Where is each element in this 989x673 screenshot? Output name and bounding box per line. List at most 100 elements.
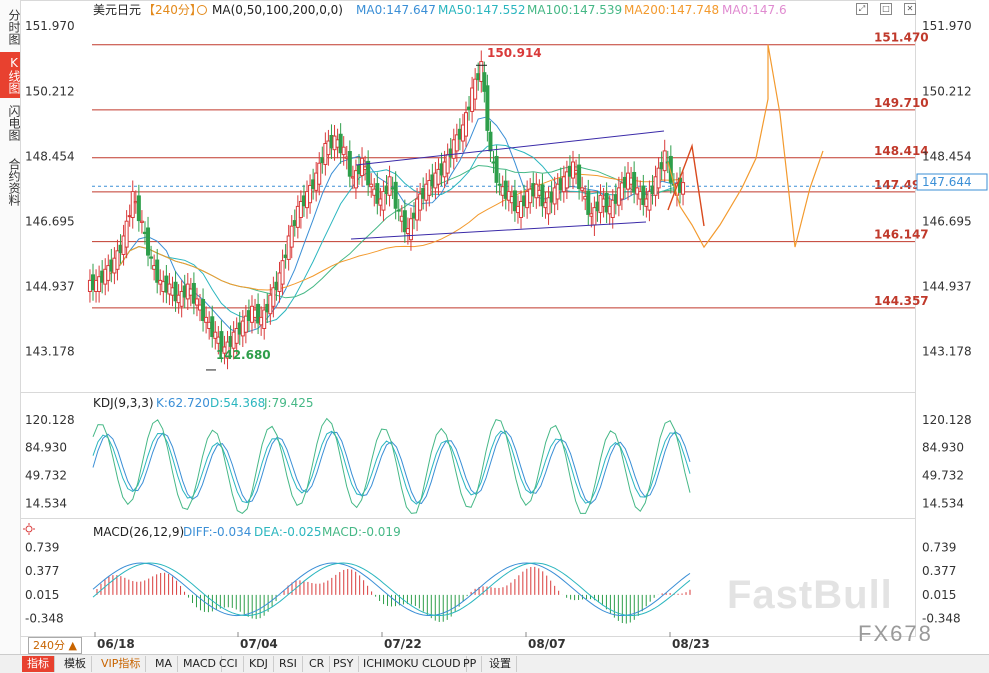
level-label: 151.470	[874, 31, 929, 45]
indicator-tab-1[interactable]: 模板	[59, 656, 92, 672]
indicator-tab-2[interactable]: VIP指标	[96, 656, 147, 672]
candle-body	[601, 198, 606, 207]
candle-body	[323, 143, 328, 165]
macd-dea-value: DEA:-0.025	[254, 525, 322, 539]
indicator-tab-4[interactable]: MACD	[178, 656, 222, 672]
candle-body	[259, 316, 264, 326]
indicator-tab-11[interactable]: PP	[458, 656, 483, 672]
candle-body	[494, 155, 499, 183]
candle-body	[176, 294, 181, 304]
candle-body	[350, 176, 355, 179]
close-icon[interactable]: ✕	[904, 3, 916, 15]
candle-body	[564, 171, 569, 189]
macd-axis-tick: -0.348	[922, 612, 961, 626]
trend-channel-lower[interactable]	[350, 221, 647, 240]
candle-body	[311, 179, 316, 190]
candle-body	[500, 186, 505, 196]
candle-body	[439, 163, 444, 176]
candle-body	[201, 299, 206, 321]
candle-body	[592, 207, 597, 226]
indicator-tab-0[interactable]: 指标	[22, 656, 55, 672]
candle-body	[509, 196, 514, 204]
candle-body	[332, 135, 337, 151]
projection-zigzag	[667, 143, 705, 227]
low-price-label: 142.680	[216, 348, 271, 362]
candle-body	[390, 187, 395, 190]
candle-body	[436, 168, 441, 185]
crosshair-icon[interactable]	[23, 523, 35, 535]
price-chart[interactable]: 151.470 149.710 148.414 147.491 146.147 144.3…	[0, 0, 989, 656]
candle-body	[109, 259, 114, 272]
candle-body	[659, 162, 664, 170]
candle-body	[430, 174, 435, 187]
candle-body	[622, 176, 627, 188]
candle-body	[476, 73, 481, 81]
macd-histogram-value: MACD:-0.019	[322, 525, 401, 539]
candle-body	[448, 148, 453, 157]
left-tab-1[interactable]: K线图	[0, 52, 21, 98]
candle-body	[338, 133, 343, 154]
indicator-tab-8[interactable]: CR	[304, 656, 331, 672]
level-label: 149.710	[874, 96, 929, 110]
price-axis-tick-left: 151.970	[25, 19, 75, 33]
high-price-label: 150.914	[487, 46, 542, 60]
left-tab-3[interactable]: 合约资料	[7, 158, 21, 206]
period-selector[interactable]: 240分 ▲	[28, 637, 82, 654]
indicator-tab-10[interactable]: ICHIMOKU CLOUD	[358, 656, 467, 672]
candle-body	[152, 265, 157, 270]
settings-circle-icon[interactable]	[197, 5, 207, 15]
price-axis-tick-left: 150.212	[25, 84, 75, 98]
candle-body	[519, 200, 524, 218]
candle-body	[473, 78, 478, 100]
candle-body	[335, 139, 340, 148]
left-tab-2[interactable]: 闪电图	[7, 105, 21, 141]
candle-body	[580, 187, 585, 191]
expand-icon[interactable]: ⤢	[856, 3, 868, 15]
trend-channel-upper[interactable]	[355, 130, 665, 166]
kdj-header: KDJ(9,3,3)	[93, 396, 154, 410]
candle-body	[289, 225, 294, 248]
indicator-tab-5[interactable]: CCI	[214, 656, 244, 672]
indicator-tab-12[interactable]: 设置	[484, 656, 517, 672]
candle-body	[240, 320, 245, 337]
indicator-tab-6[interactable]: KDJ	[244, 656, 274, 672]
price-axis-tick: 151.970	[922, 19, 972, 33]
period-label[interactable]: 【240分】	[143, 3, 202, 17]
candle-body	[632, 171, 637, 193]
candle-body	[253, 309, 258, 318]
macd-header: MACD(26,12,9)	[93, 525, 184, 539]
kdj-j-value: J:79.425	[263, 396, 314, 410]
candle-body	[460, 124, 465, 142]
candle-body	[369, 183, 374, 188]
candle-body	[537, 189, 542, 196]
candle-body	[182, 285, 187, 298]
indicator-tab-7[interactable]: RSI	[274, 656, 303, 672]
candle-body	[329, 134, 334, 149]
candle-body	[155, 259, 160, 283]
candle-body	[326, 140, 331, 156]
candle-body	[87, 279, 92, 292]
ma100-value: MA100:147.539	[527, 3, 622, 17]
candle-body	[668, 155, 673, 183]
macd-axis-tick: 0.739	[922, 540, 956, 554]
candle-body	[130, 191, 135, 219]
candle-body	[341, 146, 346, 156]
candle-body	[656, 167, 661, 189]
candle-body	[528, 188, 533, 204]
price-axis-tick-left: 146.695	[25, 214, 75, 228]
candle-body	[360, 157, 365, 177]
maximize-icon[interactable]: □	[880, 3, 892, 15]
date-label: 06/18	[97, 637, 135, 651]
candle-body	[314, 172, 319, 191]
candle-body	[558, 178, 563, 191]
indicator-tab-3[interactable]: MA	[150, 656, 179, 672]
date-label: 07/22	[384, 637, 422, 651]
candle-body	[142, 231, 147, 235]
macd-axis-tick-left: 0.377	[25, 564, 59, 578]
candle-body	[497, 183, 502, 186]
macd-axis-tick: 0.377	[922, 564, 956, 578]
indicator-tab-9[interactable]: PSY	[328, 656, 360, 672]
candle-body	[167, 283, 172, 295]
candle-body	[577, 164, 582, 190]
left-tab-0[interactable]: 分时图	[7, 9, 21, 45]
